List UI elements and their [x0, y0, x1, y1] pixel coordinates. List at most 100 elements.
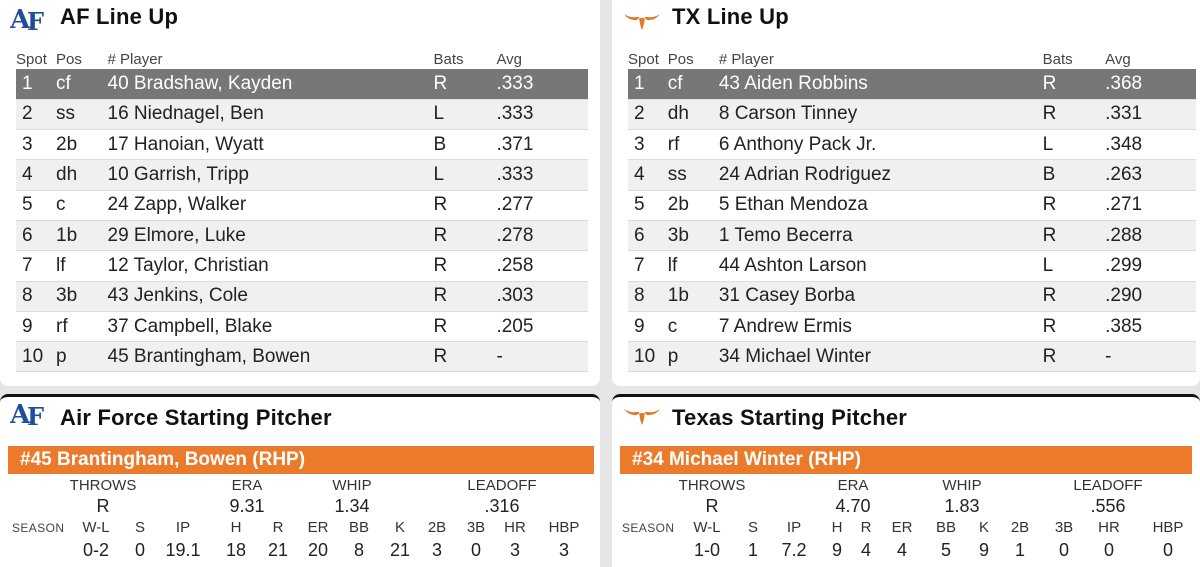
era-label: ERA: [231, 477, 263, 494]
table-row[interactable]: 1 cf 43 Aiden Robbins R .368: [628, 69, 1196, 100]
cell-spot: 5: [16, 190, 57, 221]
stat-label: HR: [504, 519, 526, 536]
cell-player: 34 Michael Winter: [718, 341, 1043, 373]
cell-avg: .331: [1105, 99, 1196, 131]
air-force-logo-icon: A F: [10, 5, 44, 34]
cell-pos: cf: [667, 69, 719, 100]
table-row[interactable]: 1 cf 40 Bradshaw, Kayden R .333: [16, 69, 588, 100]
stat-label: H: [230, 519, 242, 536]
stat-value: 3: [509, 540, 521, 560]
tx-lineup-table: Spot Pos # Player Bats Avg 1 cf 43 Aiden R…: [628, 50, 1196, 373]
cell-bats: L: [1042, 250, 1106, 282]
stat-label: K: [394, 519, 406, 536]
cell-pos: 2b: [667, 190, 719, 221]
era-label: ERA: [837, 477, 869, 494]
air-force-logo-icon: A F: [10, 400, 44, 429]
cell-avg: .385: [1105, 311, 1196, 343]
cell-spot: 2: [628, 99, 668, 131]
table-row[interactable]: 6 3b 1 Temo Becerra R .288: [628, 220, 1196, 252]
stat-value: 9: [831, 540, 843, 560]
cell-avg: .371: [496, 129, 588, 161]
cell-player: 45 Brantingham, Bowen: [107, 341, 434, 373]
cell-player: 43 Aiden Robbins: [718, 69, 1043, 100]
cell-avg: .299: [1105, 250, 1196, 282]
af-lineup-title: AF Line Up: [60, 4, 179, 29]
table-row[interactable]: 10 p 34 Michael Winter R -: [628, 341, 1196, 373]
cell-spot: 7: [16, 250, 57, 282]
table-row[interactable]: 7 lf 12 Taylor, Christian R .258: [16, 250, 588, 282]
table-row[interactable]: 8 1b 31 Casey Borba R .290: [628, 281, 1196, 312]
table-row[interactable]: 3 rf 6 Anthony Pack Jr. L .348: [628, 129, 1196, 161]
table-row[interactable]: 3 2b 17 Hanoian, Wyatt B .371: [16, 129, 588, 161]
stat-label: 3B: [1054, 519, 1074, 536]
stat-label: IP: [175, 519, 191, 536]
cell-spot: 4: [16, 159, 57, 191]
table-row[interactable]: 9 rf 37 Campbell, Blake R .205: [16, 311, 588, 343]
throws-label: THROWS: [69, 477, 137, 494]
whip-value: 1.34: [334, 496, 370, 516]
cell-bats: B: [433, 129, 497, 161]
stat-value: 1: [747, 540, 759, 560]
svg-text:A: A: [10, 5, 31, 34]
leadoff-label: LEADOFF: [467, 477, 537, 494]
table-row[interactable]: 6 1b 29 Elmore, Luke R .278: [16, 220, 588, 252]
cell-spot: 3: [628, 129, 668, 161]
cell-player: 12 Taylor, Christian: [107, 250, 434, 282]
stat-value: 0: [1058, 540, 1070, 560]
throws-label: THROWS: [678, 477, 746, 494]
longhorn-logo-icon: [624, 409, 660, 425]
stat-value: 3: [558, 540, 570, 560]
header-spot: Spot: [628, 51, 659, 68]
cell-avg: .278: [496, 220, 588, 252]
cell-avg: .277: [496, 190, 588, 221]
table-header: Spot Pos # Player Bats Avg: [628, 50, 1196, 69]
svg-text:A: A: [10, 400, 31, 429]
table-header: Spot Pos # Player Bats Avg: [16, 50, 588, 69]
cell-pos: dh: [667, 99, 719, 131]
tx-pitcher-name-bar: #34 Michael Winter (RHP): [620, 446, 1192, 474]
table-row[interactable]: 5 c 24 Zapp, Walker R .277: [16, 190, 588, 221]
cell-pos: rf: [56, 311, 108, 343]
stat-value: 1-0: [693, 540, 721, 560]
cell-avg: .368: [1105, 69, 1196, 100]
cell-pos: cf: [56, 69, 108, 100]
cell-spot: 1: [16, 69, 57, 100]
cell-spot: 5: [628, 190, 668, 221]
stat-value: 21: [389, 540, 411, 560]
table-row[interactable]: 2 ss 16 Niednagel, Ben L .333: [16, 99, 588, 131]
stat-label: S: [134, 519, 146, 536]
stat-value: 18: [225, 540, 247, 560]
header-pos: Pos: [667, 51, 694, 68]
stat-label: ER: [891, 519, 913, 536]
af-lineup-table: Spot Pos # Player Bats Avg 1 cf 40 Bradsha…: [16, 50, 588, 373]
table-row[interactable]: 5 2b 5 Ethan Mendoza R .271: [628, 190, 1196, 221]
cell-pos: 2b: [56, 129, 108, 161]
table-row[interactable]: 2 dh 8 Carson Tinney R .331: [628, 99, 1196, 131]
table-row[interactable]: 8 3b 43 Jenkins, Cole R .303: [16, 281, 588, 312]
cell-avg: .333: [496, 99, 588, 131]
cell-avg: .303: [496, 281, 588, 312]
table-row[interactable]: 10 p 45 Brantingham, Bowen R -: [16, 341, 588, 373]
cell-bats: R: [1042, 341, 1106, 373]
cell-spot: 8: [16, 281, 57, 312]
af-pitcher-title: Air Force Starting Pitcher: [60, 405, 332, 430]
cell-bats: R: [433, 311, 497, 343]
cell-bats: R: [433, 250, 497, 282]
cell-bats: R: [433, 281, 497, 312]
stat-value: 0: [1162, 540, 1174, 560]
season-label: SEASON: [622, 521, 675, 535]
table-row[interactable]: 4 dh 10 Garrish, Tripp L .333: [16, 159, 588, 191]
longhorn-logo-icon: [624, 14, 660, 30]
cell-avg: .288: [1105, 220, 1196, 252]
cell-bats: R: [433, 190, 497, 221]
whip-label: WHIP: [942, 477, 982, 494]
stat-value: 5: [940, 540, 952, 560]
cell-pos: dh: [56, 159, 108, 191]
cell-player: 43 Jenkins, Cole: [107, 281, 434, 312]
stat-value: 7.2: [781, 540, 807, 560]
header-spot: Spot: [16, 51, 47, 68]
table-row[interactable]: 4 ss 24 Adrian Rodriguez B .263: [628, 159, 1196, 191]
cell-player: 24 Adrian Rodriguez: [718, 159, 1043, 191]
table-row[interactable]: 7 lf 44 Ashton Larson L .299: [628, 250, 1196, 282]
